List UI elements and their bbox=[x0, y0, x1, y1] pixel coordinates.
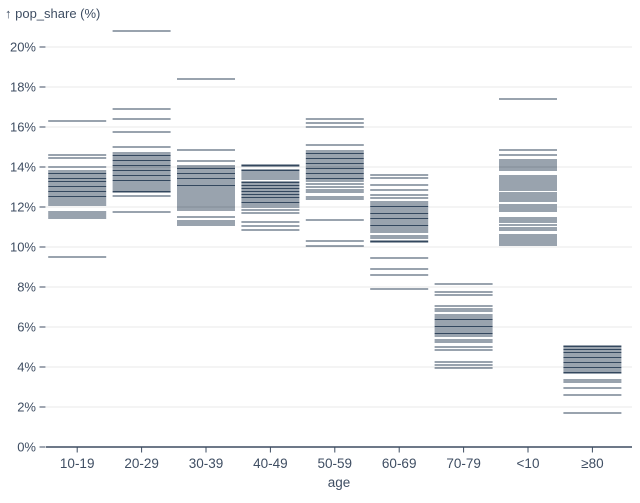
y-axis-title: ↑ pop_share (%) bbox=[5, 6, 101, 21]
x-tick-label: 20-29 bbox=[124, 456, 159, 471]
y-tick-label: 12% bbox=[10, 200, 36, 215]
y-tick-label: 0% bbox=[17, 440, 36, 455]
x-tick-label: 50-59 bbox=[318, 456, 353, 471]
x-tick-label: ≥80 bbox=[581, 456, 603, 471]
y-tick-label: 10% bbox=[10, 240, 36, 255]
x-tick-label: 10-19 bbox=[60, 456, 95, 471]
y-tick-label: 16% bbox=[10, 120, 36, 135]
x-tick-label: <10 bbox=[517, 456, 540, 471]
x-tick-label: 60-69 bbox=[382, 456, 417, 471]
y-tick-label: 20% bbox=[10, 40, 36, 55]
y-tick-label: 18% bbox=[10, 80, 36, 95]
x-axis-title: age bbox=[328, 475, 351, 490]
y-tick-label: 8% bbox=[17, 280, 36, 295]
x-tick-label: 70-79 bbox=[446, 456, 481, 471]
y-tick-label: 4% bbox=[17, 360, 36, 375]
y-tick-label: 2% bbox=[17, 400, 36, 415]
y-tick-label: 14% bbox=[10, 160, 36, 175]
x-tick-label: 30-39 bbox=[189, 456, 224, 471]
y-tick-label: 6% bbox=[17, 320, 36, 335]
x-tick-label: 40-49 bbox=[253, 456, 288, 471]
